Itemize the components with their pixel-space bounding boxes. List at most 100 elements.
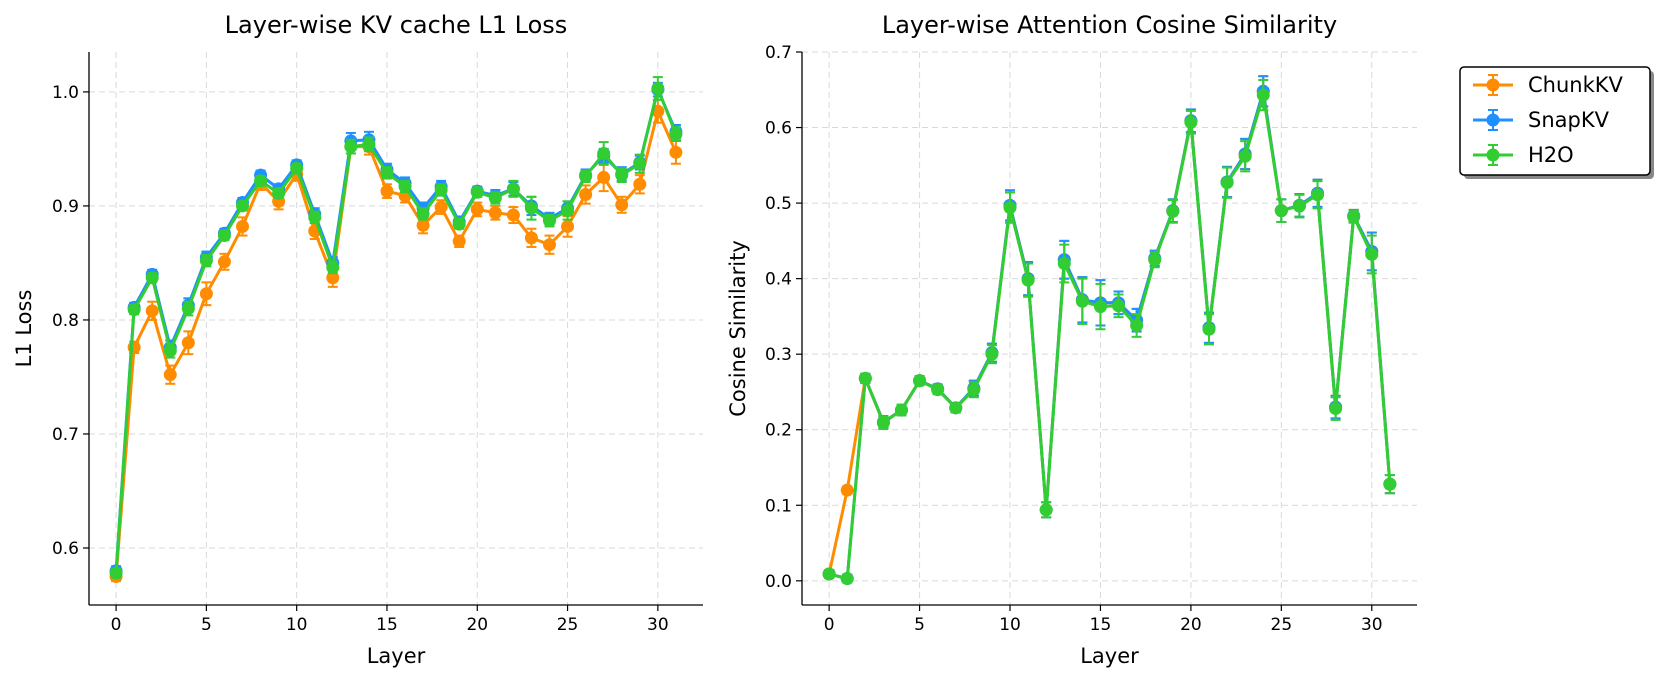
data-point: [894, 403, 908, 417]
data-point: [615, 198, 629, 212]
series-line: [827, 89, 1392, 575]
data-point: [1311, 188, 1325, 202]
data-point: [1383, 477, 1397, 491]
data-point: [326, 271, 340, 285]
data-point: [254, 174, 268, 188]
y-tick-label: 0.6: [765, 119, 792, 139]
x-tick-label: 5: [201, 615, 212, 635]
legend-label: ChunkKV: [1528, 73, 1624, 97]
data-point: [1057, 257, 1071, 271]
legend-label: H2O: [1528, 143, 1574, 167]
y-tick-label: 0.9: [52, 197, 79, 217]
data-point: [1202, 322, 1216, 336]
series-snapkv: [109, 81, 683, 578]
data-point: [1093, 300, 1107, 314]
data-point: [1292, 199, 1306, 213]
data-point: [416, 218, 430, 232]
series-h2o: [822, 78, 1397, 586]
data-point: [380, 166, 394, 180]
series-line: [828, 93, 1392, 581]
data-point: [1130, 318, 1144, 332]
data-point: [145, 271, 159, 285]
data-point: [362, 137, 376, 151]
legend-label: SnapKV: [1528, 108, 1610, 132]
data-point: [1075, 294, 1089, 308]
x-tick-label: 20: [1180, 615, 1202, 635]
data-point: [1039, 503, 1053, 517]
data-point: [127, 303, 141, 317]
legend-marker: [1486, 113, 1500, 127]
data-point: [199, 287, 213, 301]
series-line: [114, 88, 678, 571]
data-point: [236, 199, 249, 213]
data-point: [434, 200, 448, 214]
data-point: [380, 184, 394, 198]
y-tick-label: 0.3: [765, 345, 792, 365]
data-point: [1365, 247, 1379, 261]
y-tick-label: 1.0: [52, 83, 79, 103]
data-point: [109, 566, 123, 580]
y-axis-label: L1 Loss: [12, 290, 36, 368]
data-point: [1148, 253, 1162, 267]
data-point: [597, 146, 611, 160]
x-tick-label: 20: [466, 615, 488, 635]
data-point: [416, 207, 430, 221]
data-point: [506, 182, 520, 196]
data-point: [543, 214, 556, 228]
data-point: [1238, 149, 1252, 163]
x-axis-label: Layer: [367, 644, 426, 668]
data-point: [524, 201, 538, 215]
x-tick-label: 15: [1090, 615, 1112, 635]
data-point: [561, 203, 575, 217]
y-tick-label: 0.1: [765, 496, 792, 516]
data-point: [597, 170, 611, 184]
data-point: [488, 191, 502, 205]
x-tick-label: 5: [914, 615, 925, 635]
y-tick-label: 0.7: [765, 43, 792, 63]
data-point: [669, 145, 683, 159]
data-point: [615, 168, 629, 182]
y-tick-label: 0.6: [52, 539, 79, 559]
data-point: [1166, 204, 1180, 218]
data-point: [217, 255, 231, 269]
chart-0: 0 5 10 15 20 25 30 0.6 0.7 0.8 0.9 1.0 Layer-wise KV…: [12, 11, 703, 668]
x-tick-label: 25: [557, 615, 579, 635]
y-tick-label: 0.5: [765, 194, 792, 214]
chart-title: Layer-wise KV cache L1 Loss: [225, 11, 568, 39]
data-point: [163, 368, 177, 382]
x-tick-label: 25: [1271, 615, 1293, 635]
data-point: [579, 169, 593, 183]
y-tick-label: 0.2: [765, 421, 792, 441]
data-point: [840, 483, 854, 497]
data-point: [651, 81, 665, 95]
data-point: [1220, 176, 1234, 190]
data-point: [858, 371, 872, 385]
legend: ChunkKV SnapKV H2O: [1459, 66, 1654, 179]
data-point: [1184, 115, 1198, 129]
data-point: [1347, 210, 1361, 224]
x-tick-label: 30: [1361, 615, 1383, 635]
data-point: [876, 416, 890, 430]
data-point: [949, 401, 963, 415]
series-h2o: [109, 76, 683, 580]
data-point: [579, 188, 593, 202]
x-tick-label: 10: [286, 615, 308, 635]
data-point: [967, 383, 981, 397]
series-snapkv: [822, 75, 1397, 586]
data-point: [913, 374, 927, 388]
data-point: [1021, 273, 1035, 287]
legend-marker: [1486, 148, 1500, 162]
data-point: [452, 234, 466, 248]
data-point: [470, 185, 484, 199]
data-point: [1003, 201, 1017, 215]
data-point: [181, 336, 195, 350]
data-point: [543, 238, 556, 252]
series-chunkkv: [109, 98, 683, 583]
data-point: [217, 229, 231, 243]
y-tick-label: 0.7: [52, 425, 79, 445]
data-point: [840, 572, 854, 586]
y-axis-label: Cosine Similarity: [726, 240, 750, 416]
legend-marker: [1486, 78, 1500, 92]
data-point: [1274, 204, 1288, 218]
